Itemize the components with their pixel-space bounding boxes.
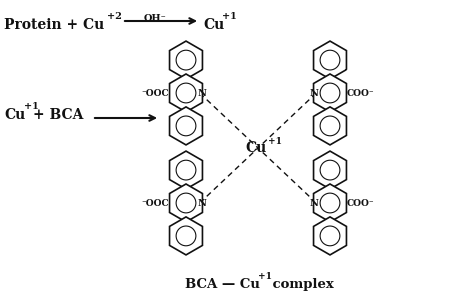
- Text: BCA — Cu: BCA — Cu: [185, 278, 260, 291]
- Polygon shape: [170, 41, 202, 79]
- Circle shape: [176, 160, 196, 180]
- Text: +2: +2: [107, 12, 122, 21]
- Circle shape: [176, 226, 196, 246]
- Circle shape: [176, 116, 196, 136]
- Text: ⁻OOC: ⁻OOC: [141, 88, 169, 98]
- Circle shape: [320, 50, 340, 70]
- Polygon shape: [313, 107, 346, 145]
- Circle shape: [320, 160, 340, 180]
- Text: N: N: [310, 88, 319, 98]
- Text: +1: +1: [258, 272, 272, 281]
- Text: ⁻OOC: ⁻OOC: [141, 199, 169, 208]
- Circle shape: [176, 83, 196, 103]
- Polygon shape: [313, 184, 346, 222]
- Text: Cu: Cu: [203, 18, 224, 32]
- Polygon shape: [170, 151, 202, 189]
- Text: N: N: [197, 88, 206, 98]
- Text: +1: +1: [24, 102, 39, 111]
- Text: N: N: [197, 199, 206, 208]
- Polygon shape: [170, 217, 202, 255]
- Polygon shape: [170, 74, 202, 112]
- Text: Protein + Cu: Protein + Cu: [4, 18, 104, 32]
- Polygon shape: [313, 217, 346, 255]
- Polygon shape: [313, 151, 346, 189]
- Circle shape: [320, 226, 340, 246]
- Text: COO⁻: COO⁻: [347, 199, 375, 208]
- Text: + BCA: + BCA: [33, 108, 83, 122]
- Polygon shape: [170, 107, 202, 145]
- Circle shape: [320, 83, 340, 103]
- Polygon shape: [313, 74, 346, 112]
- Text: +1: +1: [268, 137, 282, 146]
- Polygon shape: [170, 184, 202, 222]
- Polygon shape: [313, 41, 346, 79]
- Circle shape: [320, 116, 340, 136]
- Text: Cu: Cu: [4, 108, 25, 122]
- Circle shape: [176, 50, 196, 70]
- Text: OH⁻: OH⁻: [144, 14, 167, 23]
- Text: COO⁻: COO⁻: [347, 88, 375, 98]
- Text: +1: +1: [222, 12, 237, 21]
- Text: N: N: [310, 199, 319, 208]
- Circle shape: [176, 193, 196, 213]
- Circle shape: [320, 193, 340, 213]
- Text: complex: complex: [268, 278, 334, 291]
- Text: Cu: Cu: [246, 141, 266, 155]
